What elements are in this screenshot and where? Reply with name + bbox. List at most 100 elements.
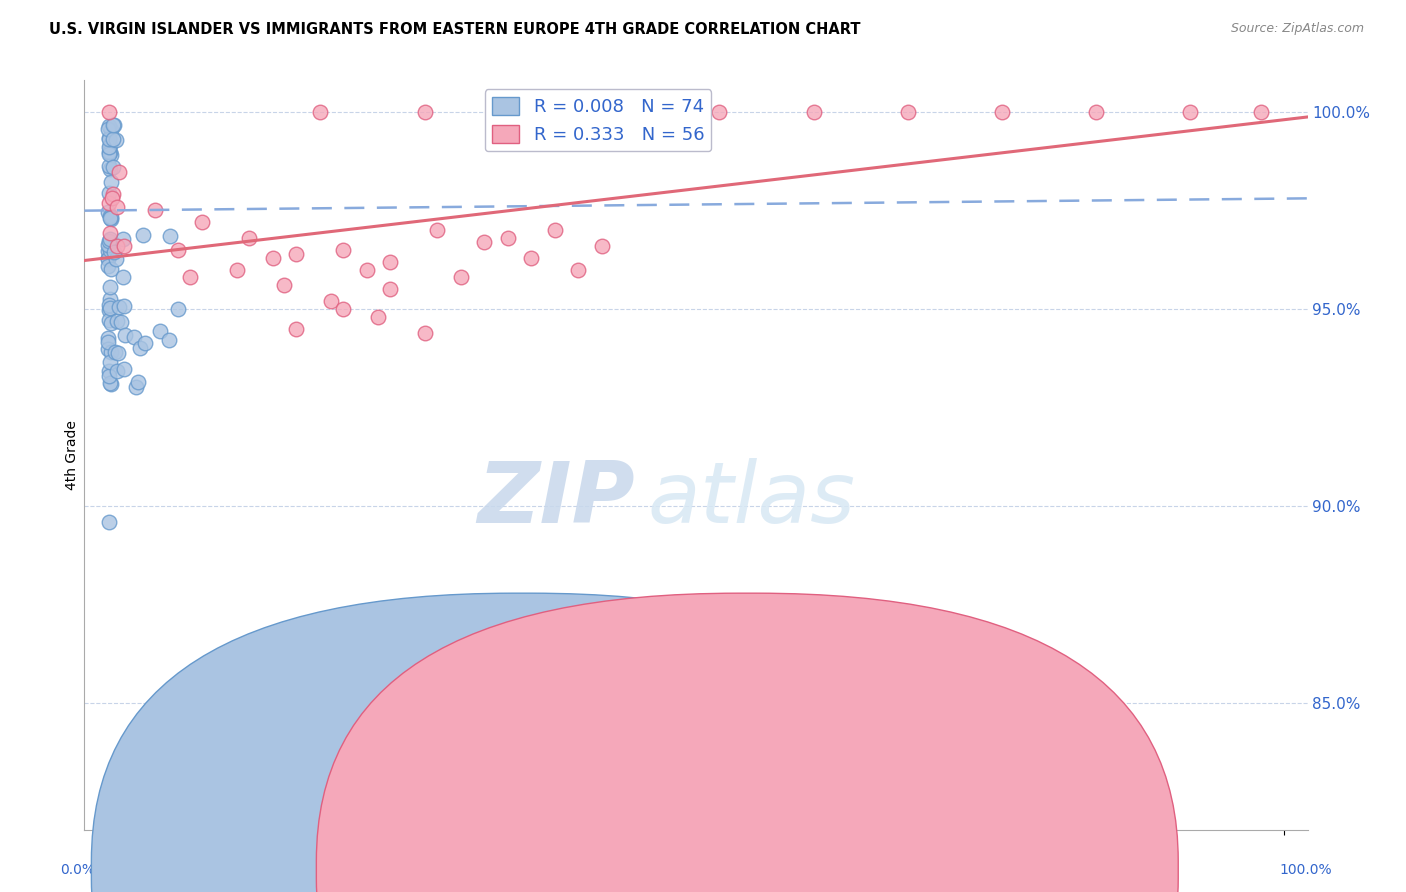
Point [100,145,122,159]
Point [108,301,131,315]
Point [100,376,122,391]
Point [97,139,120,153]
Point [107,165,129,179]
Text: Immigrants from Eastern Europe: Immigrants from Eastern Europe [759,863,1008,877]
Point [97,119,120,133]
Point [1178,104,1201,119]
Point [1084,104,1107,119]
Point [97,145,120,159]
Point [380,282,402,296]
Point [101,187,124,202]
Point [127,375,149,389]
Text: U.S. Virgin Islanders: U.S. Virgin Islanders [534,863,692,877]
Point [98,313,121,327]
Point [614,104,637,119]
Point [380,254,402,268]
Point [356,262,378,277]
Point [122,330,145,344]
Point [97,368,120,383]
Y-axis label: 4th Grade: 4th Grade [65,420,79,490]
Point [100,344,122,359]
Point [262,251,284,265]
Point [112,299,135,313]
Point [321,294,343,309]
Point [238,231,260,245]
Point [105,133,128,147]
Point [97,121,120,136]
Point [100,209,122,223]
Point [179,270,201,285]
Text: Source: ZipAtlas.com: Source: ZipAtlas.com [1230,22,1364,36]
Point [520,251,543,265]
Text: 0.0%: 0.0% [60,863,94,877]
Point [367,310,389,324]
Point [415,326,437,340]
Point [114,327,136,342]
Point [97,260,120,274]
Point [98,355,121,369]
Text: ZIP: ZIP [477,458,636,541]
Point [98,137,121,152]
Text: U.S. VIRGIN ISLANDER VS IMMIGRANTS FROM EASTERN EUROPE 4TH GRADE CORRELATION CHA: U.S. VIRGIN ISLANDER VS IMMIGRANTS FROM … [49,22,860,37]
Point [100,212,122,227]
Point [567,262,589,277]
Point [496,231,519,245]
Point [100,227,122,241]
Point [98,211,121,226]
Point [97,331,120,345]
Point [112,362,135,376]
Point [98,293,121,307]
Point [520,104,543,119]
Point [107,346,129,360]
Point [991,104,1014,119]
Point [97,251,120,265]
Point [1250,104,1272,119]
Point [98,244,121,258]
Point [157,334,180,348]
Point [98,132,121,146]
Point [97,204,120,219]
Point [308,104,330,119]
Point [98,104,121,119]
Point [97,303,120,318]
Point [110,315,132,329]
Point [285,247,308,261]
Point [105,252,128,266]
Point [103,118,125,132]
Point [98,232,121,246]
Point [415,104,437,119]
Point [134,335,156,350]
Point [100,175,122,189]
Point [98,130,121,145]
Point [101,160,124,174]
Text: 100.0%: 100.0% [1279,863,1331,877]
Point [98,161,121,176]
Point [143,203,166,218]
Point [167,302,190,317]
Point [191,215,214,229]
Point [98,147,121,161]
Point [101,118,124,132]
Point [100,123,122,137]
Point [97,186,120,201]
Point [97,342,120,356]
Point [132,227,155,242]
Point [98,376,121,390]
Point [97,364,120,378]
Point [159,229,181,244]
Text: atlas: atlas [647,458,855,541]
Point [450,270,472,285]
Point [426,223,449,237]
Point [226,262,249,277]
Point [104,345,127,359]
Point [111,232,134,246]
Point [101,132,124,146]
Point [98,280,121,294]
Point [112,239,135,253]
Point [332,243,354,257]
Point [100,148,122,162]
Point [100,316,122,330]
Point [97,237,120,252]
Point [98,298,121,312]
Point [100,210,122,224]
